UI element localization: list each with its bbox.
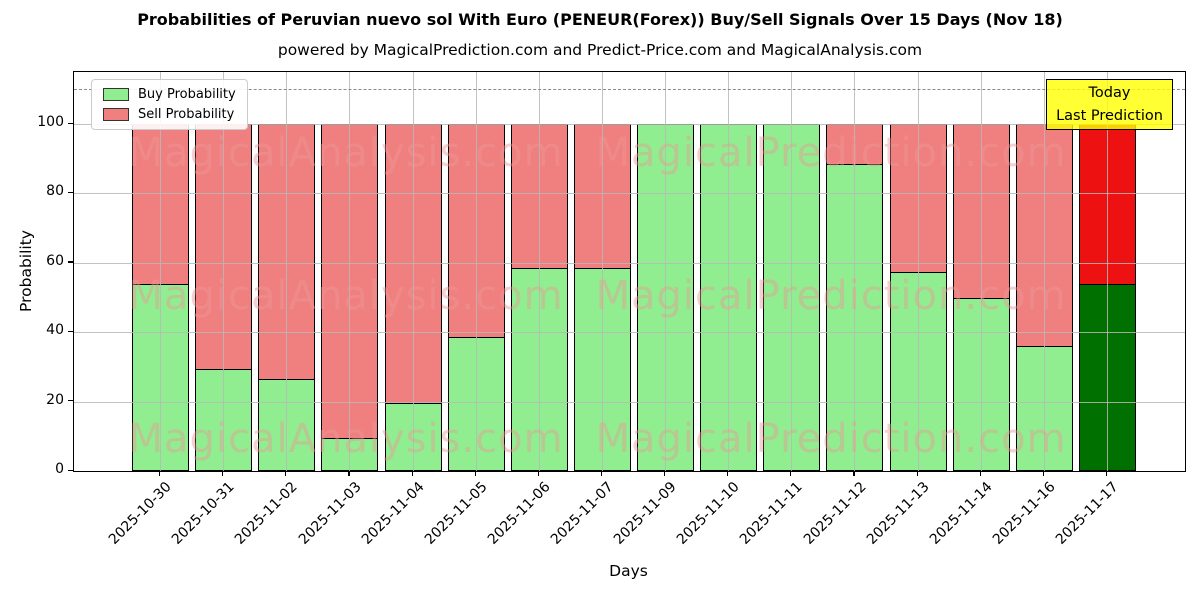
x-tick-label: 2025-10-31 <box>169 479 238 548</box>
x-tick-mark <box>537 471 539 476</box>
x-tick-mark <box>411 471 413 476</box>
legend-label-buy: Buy Probability <box>138 87 236 102</box>
chart-title: Probabilities of Peruvian nuevo sol With… <box>137 10 1063 29</box>
grid-vline <box>1043 72 1045 471</box>
x-tick-mark <box>348 471 350 476</box>
x-tick-label: 2025-11-09 <box>611 479 680 548</box>
grid-hline <box>74 262 1185 264</box>
legend: Buy Probability Sell Probability <box>91 79 248 130</box>
y-tick-mark <box>68 261 73 263</box>
x-tick-label: 2025-11-11 <box>737 479 807 548</box>
y-tick-label: 80 <box>46 183 64 200</box>
y-tick-mark <box>68 400 73 402</box>
x-tick-label: 2025-11-05 <box>421 479 491 548</box>
grid-hline <box>74 124 1185 126</box>
x-tick-label: 2025-10-30 <box>105 479 175 548</box>
grid-vline <box>728 72 730 471</box>
y-tick-mark <box>68 122 73 124</box>
x-tick-mark <box>916 471 918 476</box>
x-tick-label: 2025-11-02 <box>232 479 302 548</box>
grid-vline <box>1106 72 1108 471</box>
x-tick-mark <box>474 471 476 476</box>
x-tick-mark <box>1105 471 1108 476</box>
x-tick-label: 2025-11-16 <box>989 479 1059 548</box>
x-tick-mark <box>285 471 287 476</box>
grid-layer <box>74 72 1185 471</box>
x-tick-label: 2025-11-07 <box>547 479 617 548</box>
x-tick-mark <box>727 471 729 476</box>
y-axis-label: Probability <box>17 230 35 312</box>
grid-vline <box>160 72 161 471</box>
grid-vline <box>917 72 919 471</box>
x-tick-mark <box>159 471 161 476</box>
dashed-threshold-line <box>74 89 1185 91</box>
today-annotation-line2: Last Prediction <box>1056 108 1163 125</box>
x-tick-label: 2025-11-03 <box>295 479 365 548</box>
x-tick-label: 2025-11-06 <box>484 479 554 548</box>
x-tick-mark <box>600 471 603 476</box>
y-tick-label: 100 <box>37 114 64 131</box>
grid-vline <box>223 72 225 471</box>
legend-item-sell: Sell Probability <box>103 107 236 122</box>
y-tick-label: 20 <box>46 391 64 408</box>
x-tick-mark <box>979 471 981 476</box>
y-tick-mark <box>68 191 73 194</box>
x-tick-mark <box>1042 471 1044 476</box>
y-tick-mark <box>68 330 73 332</box>
x-tick-label: 2025-11-14 <box>926 479 996 548</box>
x-tick-mark <box>664 471 666 476</box>
y-tick-label: 40 <box>46 322 64 339</box>
x-tick-label: 2025-11-17 <box>1052 479 1122 548</box>
chart-subtitle: powered by MagicalPrediction.com and Pre… <box>277 41 923 59</box>
grid-vline <box>665 72 667 471</box>
grid-vline <box>854 72 856 471</box>
grid-vline <box>791 72 793 471</box>
legend-label-sell: Sell Probability <box>138 107 235 122</box>
grid-vline <box>286 72 288 471</box>
grid-vline <box>412 72 414 471</box>
grid-vline <box>601 72 603 471</box>
buy-swatch-icon <box>103 88 129 101</box>
grid-hline <box>74 332 1185 334</box>
x-tick-mark <box>853 471 855 476</box>
y-tick-label: 60 <box>46 252 64 269</box>
y-tick-mark <box>68 469 73 471</box>
bars-layer <box>74 72 1185 471</box>
x-tick-label: 2025-11-04 <box>358 479 428 548</box>
x-axis-label: Days <box>609 562 648 580</box>
grid-vline <box>538 72 540 471</box>
today-annotation-line1: Today <box>1088 85 1131 101</box>
grid-vline <box>475 72 477 471</box>
grid-vline <box>349 72 351 471</box>
legend-item-buy: Buy Probability <box>103 87 236 102</box>
grid-hline <box>74 193 1185 195</box>
y-tick-label: 0 <box>55 461 64 477</box>
x-tick-label: 2025-11-12 <box>800 479 870 548</box>
x-tick-label: 2025-11-13 <box>863 479 933 548</box>
sell-swatch-icon <box>103 108 129 121</box>
x-tick-label: 2025-11-10 <box>674 479 743 548</box>
grid-vline <box>980 72 982 471</box>
plot-area: MagicalAnalysis.com MagicalPrediction.com… <box>73 71 1186 472</box>
x-tick-mark <box>222 471 224 476</box>
today-annotation: Today Last Prediction <box>1046 79 1173 130</box>
x-tick-mark <box>790 471 792 476</box>
grid-hline <box>74 401 1185 403</box>
